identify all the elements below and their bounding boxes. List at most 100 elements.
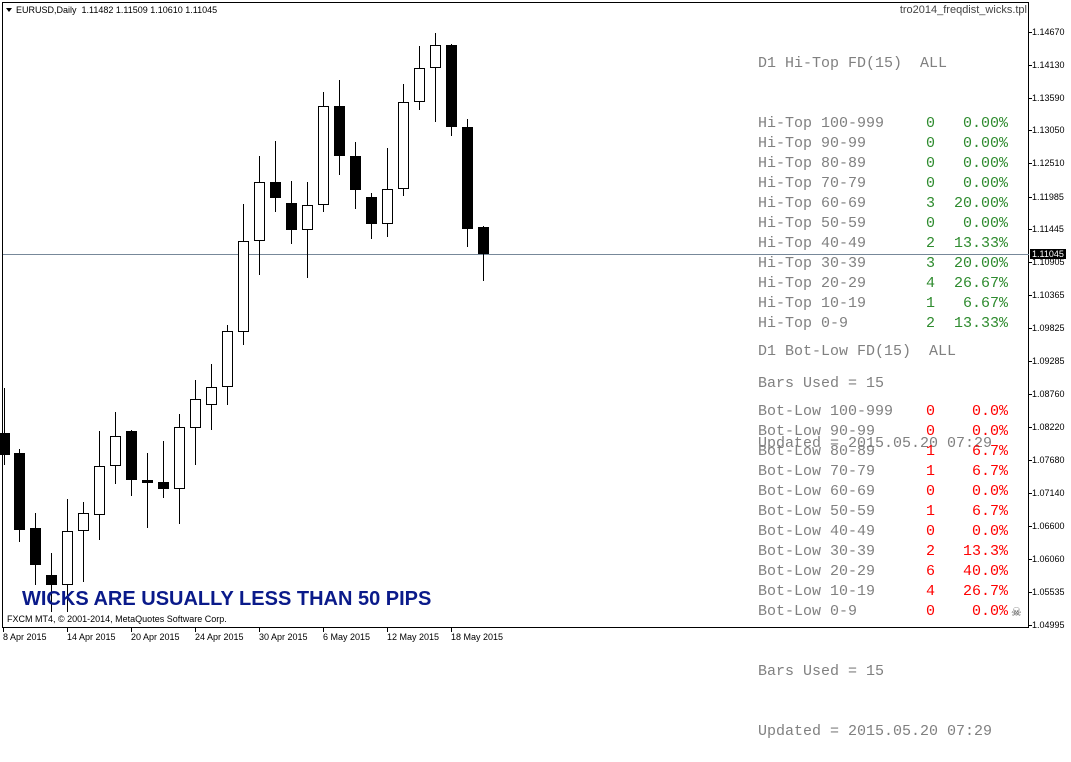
price-label: 1.05535 — [1032, 587, 1065, 597]
template-name: tro2014_freqdist_wicks.tpl — [899, 4, 1027, 16]
bearish-candle-body — [350, 156, 361, 190]
bearish-candle-body — [46, 575, 57, 585]
row-count: 1 — [925, 295, 935, 312]
frequency-row: Hi-Top 50-59 0 0.00% — [758, 214, 1008, 234]
bot-low-panel: D1 Bot-Low FD(15) ALL Bot-Low 100-999 0 0.… — [758, 302, 1008, 762]
row-count: 4 — [925, 275, 935, 292]
price-label: 1.08760 — [1032, 389, 1065, 399]
frequency-row: Hi-Top 20-29 4 26.67% — [758, 274, 1008, 294]
skull-icon: ☠ — [1011, 605, 1022, 619]
price-label: 1.07140 — [1032, 488, 1065, 498]
time-tick — [195, 628, 196, 632]
updated-time: Updated = 2015.05.20 07:29 — [758, 435, 993, 452]
bullish-candle-body — [414, 68, 425, 102]
row-percent: 0.0% — [971, 523, 1008, 540]
row-count: 3 — [925, 255, 935, 272]
price-tick — [1029, 295, 1032, 296]
price-label: 1.14130 — [1032, 60, 1065, 70]
bullish-candle-body — [62, 531, 73, 585]
price-axis[interactable]: 1.14670 1.14130 1.13590 1.13050 1.12510 1.119… — [1029, 0, 1071, 630]
candle-wick — [163, 441, 164, 498]
bearish-candle-body — [366, 197, 377, 224]
row-label: Bot-Low 90-99 — [758, 423, 876, 440]
row-percent: 13.33% — [953, 235, 1008, 252]
row-percent: 0.0% — [971, 423, 1008, 440]
bearish-candle-body — [14, 453, 25, 530]
frequency-row: Hi-Top 70-79 0 0.00% — [758, 174, 1008, 194]
bearish-candle-body — [270, 182, 281, 198]
price-tick — [1029, 493, 1032, 494]
frequency-row: Bot-Low 100-999 0 0.0% — [758, 402, 1008, 422]
price-tick — [1029, 163, 1032, 164]
price-tick — [1029, 559, 1032, 560]
frequency-row: Hi-Top 30-39 3 20.00% — [758, 254, 1008, 274]
panel-title: D1 Hi-Top FD(15) ALL — [758, 55, 948, 72]
price-label: 1.10905 — [1032, 257, 1065, 267]
row-percent: 0.00% — [962, 155, 1008, 172]
row-count: 2 — [925, 543, 935, 560]
row-count: 0 — [925, 423, 935, 440]
bullish-candle-body — [254, 182, 265, 241]
row-percent: 0.00% — [962, 215, 1008, 232]
symbol-timeframe: EURUSD,Daily — [16, 5, 77, 15]
bearish-candle-body — [334, 106, 345, 156]
chart-caption: WICKS ARE USUALLY LESS THAN 50 PIPS — [22, 588, 432, 610]
time-label: 18 May 2015 — [451, 632, 504, 642]
candlestick-series — [0, 33, 489, 612]
dropdown-arrow-icon[interactable] — [6, 8, 12, 12]
bullish-candle-body — [190, 399, 201, 428]
frequency-row: Hi-Top 100-999 0 0.00% — [758, 114, 1008, 134]
bullish-candle-body — [78, 513, 89, 531]
row-count: 0 — [925, 135, 935, 152]
row-count: 6 — [925, 563, 935, 580]
frequency-row: Hi-Top 10-19 1 6.67% — [758, 294, 1008, 314]
frequency-row: Hi-Top 90-99 0 0.00% — [758, 134, 1008, 154]
row-label: Hi-Top 60-69 — [758, 195, 867, 212]
row-label: Bot-Low 50-59 — [758, 503, 876, 520]
bullish-candle-body — [430, 45, 441, 68]
chart-window[interactable] — [2, 2, 1029, 628]
row-label: Bot-Low 70-79 — [758, 463, 876, 480]
bearish-candle-body — [0, 433, 10, 455]
bullish-candle-body — [318, 106, 329, 205]
frequency-row: Hi-Top 40-49 2 13.33% — [758, 234, 1008, 254]
row-percent: 0.0% — [971, 403, 1008, 420]
row-label: Bot-Low 40-49 — [758, 523, 876, 540]
time-tick — [259, 628, 260, 632]
row-count: 0 — [925, 175, 935, 192]
row-count: 1 — [925, 503, 935, 520]
row-label: Hi-Top 20-29 — [758, 275, 867, 292]
price-tick — [1029, 328, 1032, 329]
time-axis[interactable]: 8 Apr 2015 14 Apr 2015 20 Apr 2015 24 Apr 2… — [0, 628, 1029, 647]
price-label: 1.09825 — [1032, 323, 1065, 333]
price-tick — [1029, 229, 1032, 230]
frequency-row: Bot-Low 40-49 0 0.0% — [758, 522, 1008, 542]
candle-wick — [147, 453, 148, 528]
row-label: Bot-Low 60-69 — [758, 483, 876, 500]
candle-wick — [435, 33, 436, 122]
price-label: 1.11445 — [1032, 224, 1064, 234]
current-price-badge: 1.11045 — [1030, 249, 1066, 259]
row-label: Bot-Low 0-9 — [758, 603, 858, 620]
row-label: Hi-Top 40-49 — [758, 235, 867, 252]
price-label: 1.13050 — [1032, 125, 1065, 135]
chart-header: EURUSD,Daily 1.11482 1.11509 1.10610 1.1… — [6, 5, 217, 15]
row-percent: 0.0% — [971, 603, 1008, 620]
row-label: Hi-Top 0-9 — [758, 315, 849, 332]
price-tick — [1029, 592, 1032, 593]
hi-top-panel: D1 Hi-Top FD(15) ALL Hi-Top 100-999 0 0.00… — [758, 14, 1008, 474]
bearish-candle-body — [462, 127, 473, 229]
row-label: Bot-Low 30-39 — [758, 543, 876, 560]
bearish-candle-body — [286, 203, 297, 230]
row-percent: 20.00% — [953, 255, 1008, 272]
price-label: 1.09285 — [1032, 356, 1065, 366]
candle-wick — [4, 388, 5, 465]
bullish-candle-body — [110, 436, 121, 466]
price-tick — [1029, 98, 1032, 99]
time-tick — [387, 628, 388, 632]
frequency-row: Hi-Top 0-9 2 13.33% — [758, 314, 1008, 334]
price-tick — [1029, 32, 1032, 33]
row-count: 3 — [925, 195, 935, 212]
price-tick — [1029, 262, 1032, 263]
copyright-text: FXCM MT4, © 2001-2014, MetaQuotes Softwa… — [7, 614, 227, 624]
